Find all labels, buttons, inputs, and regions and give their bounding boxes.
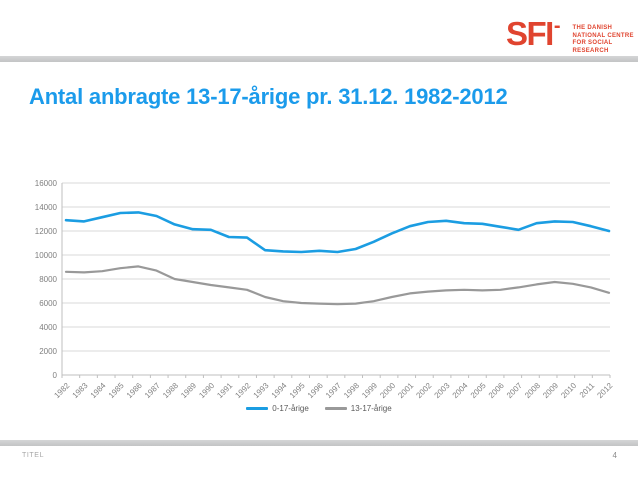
y-axis-tick-label: 0 xyxy=(53,371,58,380)
legend-swatch-0-17 xyxy=(246,407,269,410)
x-axis-tick-label: 2010 xyxy=(559,381,578,400)
y-axis-tick-label: 2000 xyxy=(39,347,57,356)
x-axis-tick-label: 1995 xyxy=(288,381,307,400)
x-axis-tick-label: 2005 xyxy=(469,381,488,400)
x-axis-tick-label: 1997 xyxy=(324,381,343,400)
x-axis-tick-label: 1984 xyxy=(89,381,108,400)
x-axis-tick-label: 2001 xyxy=(396,381,415,400)
x-axis-tick-label: 1991 xyxy=(215,381,234,400)
y-axis-tick-label: 6000 xyxy=(39,299,57,308)
tagline-line-3: FOR SOCIAL RESEARCH xyxy=(572,40,613,54)
tagline-line-1: THE DANISH xyxy=(572,25,613,31)
sfi-logo-mark: - xyxy=(553,15,561,37)
x-axis-tick-label: 1983 xyxy=(71,381,90,400)
legend-swatch-13-17 xyxy=(324,407,347,410)
series-line-0 xyxy=(64,211,611,254)
footer-divider xyxy=(0,440,638,446)
y-axis-tick-label: 10000 xyxy=(35,251,58,260)
sfi-logo-tagline: THE DANISH NATIONAL CENTRE FOR SOCIAL RE… xyxy=(573,25,638,55)
x-axis-tick-label: 1999 xyxy=(360,381,379,400)
x-axis-tick-label: 2006 xyxy=(487,381,506,400)
x-axis-tick-label: 2007 xyxy=(505,381,524,400)
sfi-logo: SFI - THE DANISH NATIONAL CENTRE FOR SOC… xyxy=(506,15,638,55)
x-axis-tick-label: 2009 xyxy=(541,381,560,400)
x-axis-tick-label: 1987 xyxy=(143,381,162,400)
x-axis-tick-label: 1982 xyxy=(52,381,71,400)
legend-item-0-17: 0-17-årige xyxy=(246,404,309,413)
x-axis-tick-label: 2011 xyxy=(578,381,597,400)
tagline-line-2: NATIONAL CENTRE xyxy=(572,32,634,39)
x-axis-tick-label: 2008 xyxy=(523,381,542,400)
x-axis-tick-label: 1988 xyxy=(161,381,180,400)
series-line-1 xyxy=(64,265,611,306)
page-number: 4 xyxy=(612,451,617,460)
slide-title: Antal anbragte 13-17-årige pr. 31.12. 19… xyxy=(29,84,508,109)
x-axis-tick-label: 1998 xyxy=(342,381,361,400)
x-axis-tick-label: 2000 xyxy=(378,381,397,400)
x-axis-tick-label: 1996 xyxy=(306,381,325,400)
x-axis-tick-label: 1989 xyxy=(179,381,198,400)
x-axis-tick-label: 1985 xyxy=(107,381,126,400)
legend-label-13-17: 13-17-årige xyxy=(350,404,392,413)
y-axis-tick-label: 12000 xyxy=(35,227,58,236)
x-axis-tick-label: 2003 xyxy=(433,381,452,400)
y-axis-tick-label: 14000 xyxy=(35,203,58,212)
x-axis-tick-label: 1994 xyxy=(270,381,289,400)
x-axis-tick-label: 1990 xyxy=(197,381,216,400)
sfi-logo-text: SFI xyxy=(506,15,554,52)
y-axis-tick-label: 8000 xyxy=(39,275,57,284)
x-axis-tick-label: 1992 xyxy=(233,381,252,400)
x-axis-tick-label: 1986 xyxy=(125,381,144,400)
y-axis-tick-label: 16000 xyxy=(35,179,58,188)
x-axis-tick-label: 1993 xyxy=(252,381,271,400)
y-axis-tick-label: 4000 xyxy=(39,323,57,332)
x-axis-tick-label: 2004 xyxy=(451,381,470,400)
chart-legend: 0-17-årige 13-17-årige xyxy=(0,404,638,413)
header-divider xyxy=(0,56,638,62)
legend-item-13-17: 13-17-årige xyxy=(324,404,392,413)
legend-label-0-17: 0-17-årige xyxy=(272,404,309,413)
x-axis-tick-label: 2012 xyxy=(595,381,614,400)
x-axis-tick-label: 2002 xyxy=(414,381,433,400)
footer-title-placeholder: TITEL xyxy=(22,452,45,459)
